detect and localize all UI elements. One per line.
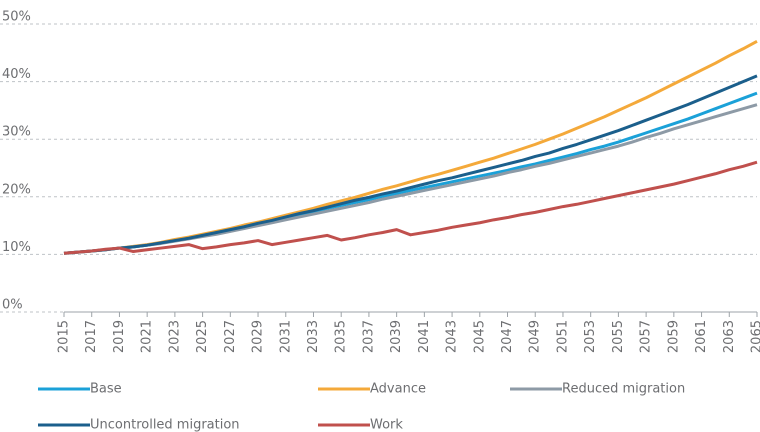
x-tick-label: 2049	[528, 320, 543, 353]
x-tick-label: 2027	[223, 320, 238, 353]
x-tick-label: 2039	[389, 320, 404, 353]
x-tick-label: 2019	[112, 320, 127, 353]
x-tick-label: 2035	[334, 320, 349, 353]
x-tick-label: 2017	[84, 320, 99, 353]
legend-label: Uncontrolled migration	[90, 418, 240, 432]
x-tick-label: 2063	[722, 320, 737, 353]
x-tick-label: 2023	[167, 320, 182, 353]
y-tick-label: 50%	[2, 10, 31, 25]
legend-label: Reduced migration	[562, 382, 685, 397]
y-tick-label: 10%	[2, 240, 31, 255]
x-tick-label: 2061	[694, 320, 709, 353]
series-line	[63, 103, 758, 255]
series-line	[63, 160, 758, 255]
legend-label: Work	[370, 418, 403, 432]
x-tick-label: 2053	[583, 320, 598, 353]
legend-label: Base	[90, 382, 122, 397]
x-tick-label: 2047	[500, 320, 515, 353]
y-tick-label: 40%	[2, 67, 31, 82]
x-tick-label: 2029	[251, 320, 266, 353]
x-tick-label: 2045	[472, 320, 487, 353]
x-tick-label: 2065	[750, 320, 760, 353]
series-line	[63, 74, 758, 255]
y-tick-label: 30%	[2, 125, 31, 140]
x-tick-label: 2033	[306, 320, 321, 353]
x-tick-label: 2031	[278, 320, 293, 353]
x-tick-label: 2051	[555, 320, 570, 353]
x-tick-label: 2041	[417, 320, 432, 353]
legend-label: Advance	[370, 382, 426, 397]
x-tick-label: 2037	[361, 320, 376, 353]
x-tick-label: 2025	[195, 320, 210, 353]
series-line	[63, 39, 758, 255]
x-tick-label: 2055	[611, 320, 626, 353]
x-tick-label: 2043	[445, 320, 460, 353]
y-tick-label: 0%	[2, 298, 23, 313]
x-tick-label: 2015	[57, 320, 72, 353]
x-tick-label: 2057	[639, 320, 654, 353]
y-tick-label: 20%	[2, 182, 31, 197]
x-tick-label: 2021	[140, 320, 155, 353]
x-tick-label: 2059	[666, 320, 681, 353]
